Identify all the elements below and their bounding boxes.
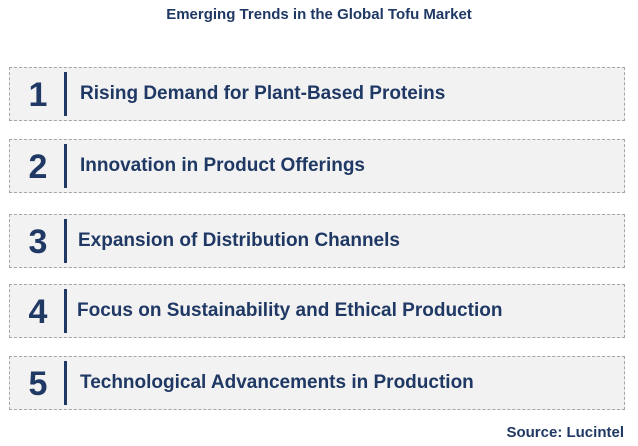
trend-divider-1 bbox=[64, 72, 67, 116]
source-credit: Source: Lucintel bbox=[506, 424, 624, 441]
trend-number-2: 2 bbox=[28, 148, 48, 186]
trend-number-3: 3 bbox=[28, 223, 48, 261]
trend-list: 1 Rising Demand for Plant-Based Proteins… bbox=[9, 0, 627, 446]
trend-label-4: Focus on Sustainability and Ethical Prod… bbox=[77, 300, 503, 321]
trend-label-1: Rising Demand for Plant-Based Proteins bbox=[80, 83, 446, 104]
trend-number-5: 5 bbox=[28, 365, 48, 403]
trend-item-1: 1 Rising Demand for Plant-Based Proteins bbox=[9, 67, 625, 121]
trend-label-2: Innovation in Product Offerings bbox=[80, 155, 365, 176]
trend-label-3: Expansion of Distribution Channels bbox=[78, 230, 400, 251]
trend-item-5: 5 Technological Advancements in Producti… bbox=[9, 356, 625, 410]
diagram-title: Emerging Trends in the Global Tofu Marke… bbox=[166, 6, 472, 23]
trend-label-5: Technological Advancements in Production bbox=[80, 372, 474, 393]
trend-divider-3 bbox=[64, 219, 67, 263]
trend-number-1: 1 bbox=[28, 76, 48, 114]
trend-divider-5 bbox=[64, 361, 67, 405]
trend-divider-4 bbox=[64, 289, 67, 333]
trend-divider-2 bbox=[64, 144, 67, 188]
trend-item-3: 3 Expansion of Distribution Channels bbox=[9, 214, 625, 268]
trend-item-2: 2 Innovation in Product Offerings bbox=[9, 139, 625, 193]
trend-number-4: 4 bbox=[28, 293, 48, 331]
trend-item-4: 4 Focus on Sustainability and Ethical Pr… bbox=[9, 284, 625, 338]
